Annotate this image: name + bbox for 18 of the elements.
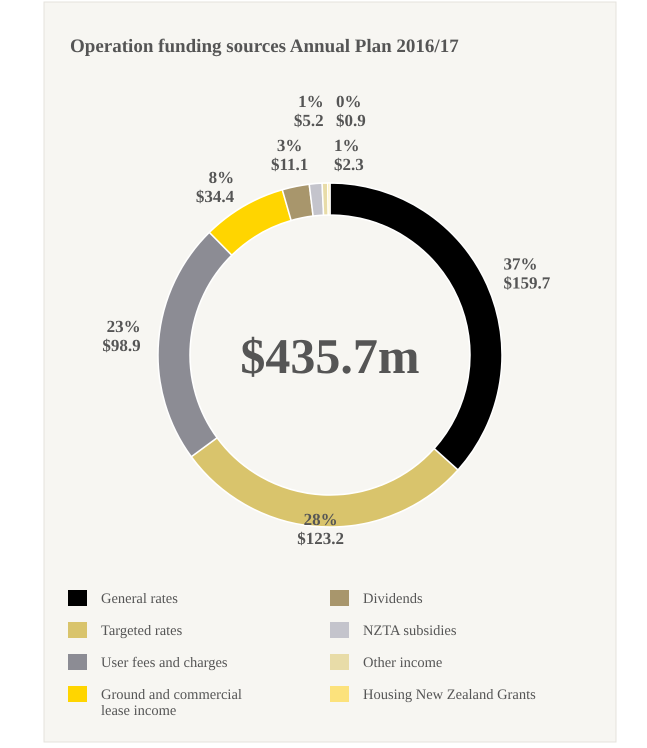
data-label: 1% $2.3: [334, 136, 364, 174]
legend-label: User fees and charges: [101, 655, 228, 671]
data-label: 28% $123.2: [297, 510, 344, 548]
legend-label: Housing New Zealand Grants: [363, 687, 536, 703]
data-label: 0% $0.9: [336, 92, 366, 130]
legend-label: Dividends: [363, 591, 423, 607]
data-label: 3% $11.1: [270, 136, 308, 174]
chart-title: Operation funding sources Annual Plan 2016/17: [70, 36, 460, 57]
legend-label: Ground and commercial lease income: [101, 687, 242, 719]
legend-label: General rates: [101, 591, 178, 607]
legend-label: Targeted rates: [101, 623, 183, 639]
text: $435.7m: [240, 328, 420, 384]
legend-label: NZTA subsidies: [363, 623, 457, 639]
legend-label: Other income: [363, 655, 442, 671]
data-label: 1% $5.2: [294, 92, 324, 130]
data-label: 8% $34.4: [196, 168, 235, 206]
data-label: 23% $98.9: [102, 316, 141, 355]
data-label: 37% $159.7: [504, 254, 551, 293]
